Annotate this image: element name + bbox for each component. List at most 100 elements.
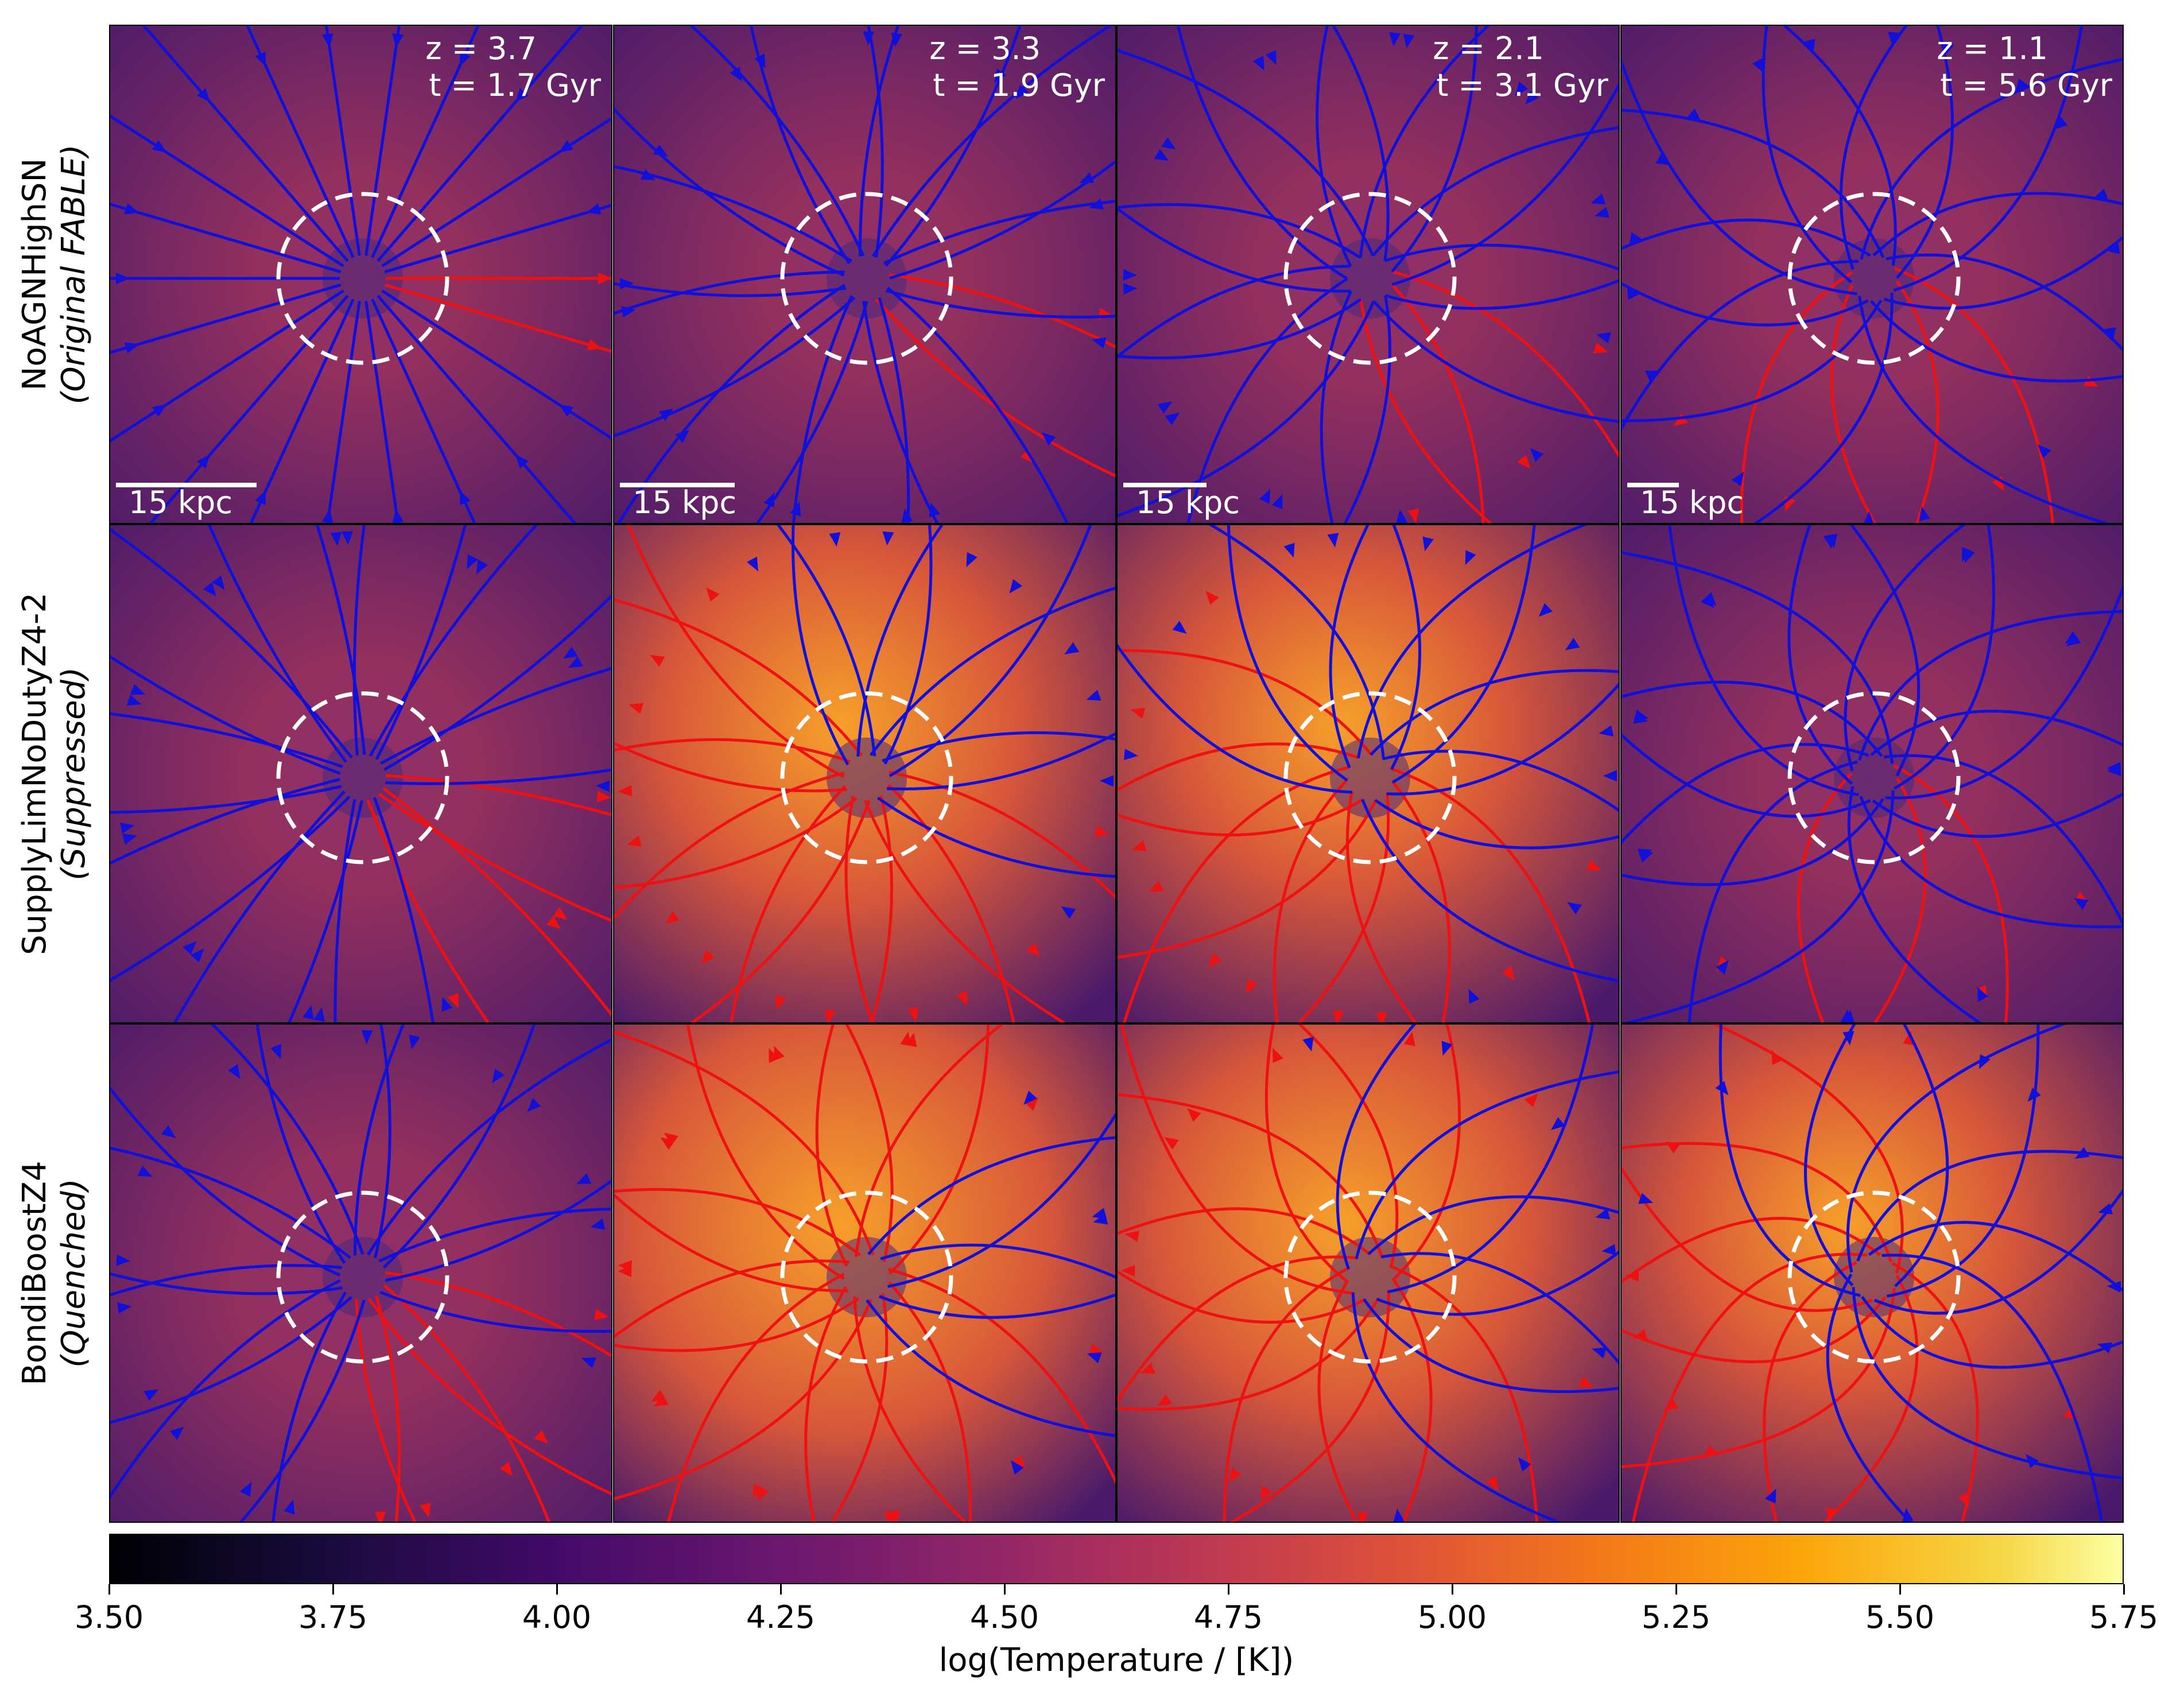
streamline-arrow bbox=[2073, 898, 2089, 910]
velocity-streamline bbox=[382, 1025, 536, 1269]
streamline-arrow bbox=[196, 454, 211, 469]
velocity-streamline bbox=[867, 1136, 1115, 1255]
velocity-streamline bbox=[880, 1243, 1115, 1279]
streamline-arrow bbox=[527, 1098, 541, 1112]
streamline-arrow bbox=[1273, 1048, 1283, 1063]
velocity-streamline bbox=[1391, 284, 1485, 523]
row-label: SupplyLimNoDutyZ4-2 (Suppressed) bbox=[0, 524, 109, 1023]
velocity-streamline bbox=[1894, 525, 1995, 790]
velocity-streamline bbox=[1894, 1025, 1949, 1287]
colorbar-tick-label: 5.75 bbox=[2089, 1599, 2159, 1635]
velocity-streamline bbox=[870, 586, 1115, 757]
velocity-streamline bbox=[614, 1299, 873, 1500]
velocity-streamline bbox=[815, 1025, 848, 1267]
streamline-arrow bbox=[302, 1004, 314, 1020]
streamline-arrow bbox=[994, 68, 1007, 84]
streamline-arrow bbox=[654, 1394, 669, 1407]
virial-radius-circle bbox=[1787, 691, 1961, 864]
map-panel bbox=[1116, 1023, 1620, 1523]
streamline-arrow bbox=[1302, 1037, 1314, 1052]
streamline-arrow bbox=[1538, 603, 1553, 617]
velocity-streamline bbox=[1886, 1025, 2040, 1298]
velocity-streamline bbox=[614, 598, 863, 757]
velocity-streamline bbox=[364, 301, 399, 523]
velocity-streamline bbox=[1345, 791, 1417, 1022]
velocity-streamline bbox=[1120, 1025, 1354, 1295]
velocity-streamline bbox=[1118, 1255, 1358, 1404]
streamline-arrow bbox=[1627, 288, 1642, 300]
colorbar-tick bbox=[1675, 1584, 1677, 1595]
streamline-arrow bbox=[1962, 547, 1973, 563]
velocity-streamline bbox=[1621, 743, 1869, 844]
streamline-arrow bbox=[1591, 193, 1606, 204]
velocity-streamline bbox=[730, 785, 847, 1022]
velocity-streamline bbox=[1859, 796, 2123, 929]
velocity-streamline bbox=[1621, 259, 1859, 432]
streamline-arrow bbox=[1172, 620, 1187, 634]
colorbar-tick-label: 5.00 bbox=[1417, 1599, 1487, 1635]
temperature-map bbox=[1621, 1025, 2123, 1522]
streamline-arrow bbox=[1265, 50, 1277, 65]
streamline-arrow bbox=[161, 1125, 176, 1138]
velocity-streamline bbox=[1355, 1070, 1619, 1259]
streamline-arrow bbox=[790, 501, 801, 517]
streamline-arrow bbox=[1468, 988, 1480, 1004]
streamline-arrow bbox=[1259, 488, 1271, 504]
velocity-streamline bbox=[614, 1030, 875, 1256]
velocity-streamline bbox=[864, 800, 1066, 1022]
velocity-streamline bbox=[1273, 778, 1348, 1022]
streamline-arrow bbox=[1595, 1208, 1611, 1220]
velocity-streamline bbox=[1621, 733, 1871, 818]
velocity-streamline bbox=[110, 1296, 352, 1424]
velocity-streamline bbox=[686, 1025, 845, 1280]
streamline-arrow bbox=[1525, 90, 1539, 105]
velocity-streamline bbox=[875, 298, 1115, 478]
streamline-arrow bbox=[1633, 712, 1648, 724]
streamline-arrow bbox=[1632, 1329, 1647, 1340]
streamline-arrow bbox=[1260, 1485, 1272, 1501]
streamline-arrow bbox=[2107, 762, 2121, 774]
streamline-arrow bbox=[966, 552, 977, 567]
velocity-streamline bbox=[1823, 1274, 1919, 1522]
streamline-arrow bbox=[1551, 1117, 1565, 1130]
colorbar-tick bbox=[1227, 1584, 1229, 1595]
streamline-arrow bbox=[1283, 542, 1295, 558]
velocity-streamline bbox=[1208, 525, 1385, 759]
streamline-arrow bbox=[1902, 1508, 1914, 1522]
streamline-arrow bbox=[882, 531, 894, 546]
streamline-arrow bbox=[228, 1064, 240, 1079]
velocity-streamline bbox=[1391, 1278, 1433, 1522]
velocity-streamline bbox=[1852, 1287, 2123, 1480]
streamline-arrow bbox=[1393, 1508, 1405, 1522]
velocity-streamline bbox=[749, 26, 851, 265]
streamline-arrow bbox=[1599, 725, 1614, 737]
velocity-streamline bbox=[1336, 1025, 1417, 1270]
velocity-streamline bbox=[617, 284, 846, 523]
velocity-streamline bbox=[1873, 777, 1927, 1022]
streamline-arrow bbox=[1645, 370, 1661, 382]
streamline-arrow bbox=[270, 1044, 282, 1060]
streamline-arrow bbox=[596, 790, 611, 802]
velocity-streamline bbox=[1719, 1025, 1861, 1297]
velocity-streamline bbox=[777, 525, 876, 757]
velocity-streamline bbox=[381, 117, 611, 267]
velocity-streamline bbox=[853, 1296, 967, 1522]
velocity-streamline bbox=[149, 294, 349, 523]
streamline-arrow bbox=[1630, 232, 1644, 244]
velocity-streamline bbox=[883, 525, 933, 765]
velocity-streamline bbox=[110, 778, 340, 865]
velocity-streamline bbox=[110, 655, 341, 775]
streamline-arrow bbox=[169, 1426, 184, 1440]
time-label: t = 3.1 Gyr bbox=[1436, 67, 1608, 103]
velocity-streamline bbox=[1118, 207, 1351, 293]
velocity-streamline bbox=[1860, 57, 2123, 260]
velocity-streamline bbox=[883, 200, 1115, 265]
streamline-arrow bbox=[1502, 965, 1515, 981]
streamline-arrow bbox=[1578, 1376, 1593, 1388]
streamline-arrow bbox=[1422, 536, 1434, 552]
velocity-streamline bbox=[889, 525, 1092, 778]
velocity-streamline bbox=[1861, 1296, 2123, 1369]
streamline-arrow bbox=[1603, 770, 1617, 782]
streamline-arrow bbox=[1958, 1492, 1969, 1508]
velocity-streamline bbox=[1367, 1195, 1619, 1255]
